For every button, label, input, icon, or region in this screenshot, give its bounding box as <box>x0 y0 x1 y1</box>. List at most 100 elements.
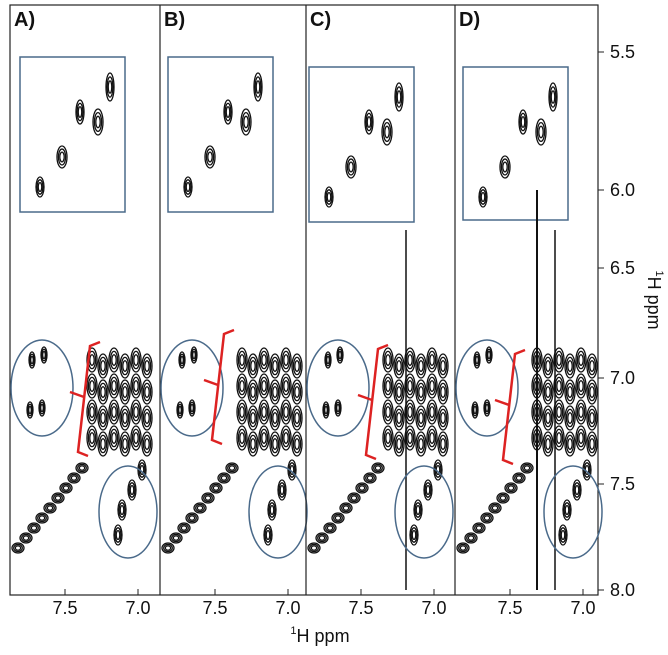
contour-peak <box>277 479 287 501</box>
contour-peak <box>75 462 89 474</box>
contour-peak <box>141 379 153 405</box>
contour-peak <box>475 525 483 531</box>
contour-peak <box>100 412 106 424</box>
contour-peak <box>120 356 130 376</box>
contour-peak <box>62 485 70 491</box>
contour-peak <box>108 425 120 451</box>
contour-peak <box>122 438 128 450</box>
contour-peak <box>283 380 289 392</box>
contour-peak <box>176 401 184 419</box>
contour-peak <box>13 543 23 553</box>
contour-peak <box>36 179 44 195</box>
contour-peak <box>204 495 212 501</box>
contour-peak <box>292 408 302 428</box>
y-tick-label: 7.5 <box>610 474 635 494</box>
contour-peak <box>294 412 300 424</box>
contour-peak <box>519 112 527 132</box>
contour-peak <box>418 386 424 398</box>
contour-peak <box>335 401 341 415</box>
contour-peak <box>261 380 267 392</box>
contour-peak <box>133 432 139 444</box>
bracket-annotation <box>69 340 101 458</box>
contour-peak <box>98 382 108 402</box>
circle-annotation <box>543 465 603 559</box>
contour-peak <box>269 405 281 431</box>
contour-peak <box>564 405 576 431</box>
contour-peak <box>556 406 562 418</box>
contour-peak <box>383 350 393 370</box>
contour-peak <box>545 412 551 424</box>
contour-peak <box>415 431 427 457</box>
contour-peak <box>440 438 446 450</box>
contour-peak <box>576 402 586 422</box>
contour-peak <box>349 493 359 503</box>
y-tick-label: 8.0 <box>610 580 635 600</box>
contour-peak <box>324 186 334 208</box>
contour-peak <box>117 499 127 521</box>
contour-peak <box>239 432 245 444</box>
contour-peak <box>272 438 278 450</box>
contour-peak <box>326 355 330 365</box>
contour-peak <box>163 543 173 553</box>
contour-peak <box>119 379 131 405</box>
box-annotation <box>19 56 126 213</box>
panel <box>454 5 603 595</box>
contour-peak <box>227 463 237 473</box>
contour-peak <box>586 405 598 431</box>
contour-peak <box>86 373 98 399</box>
contour-peak <box>474 353 480 367</box>
contour-peak <box>75 99 85 125</box>
y-tick-label: 6.5 <box>610 258 635 278</box>
circle-annotation <box>10 339 74 437</box>
contour-peak <box>258 373 270 399</box>
contour-peak <box>133 406 139 418</box>
contour-peak <box>133 354 139 366</box>
contour-peak <box>325 523 335 533</box>
contour-peak <box>586 353 598 379</box>
panel-label: B) <box>164 9 185 31</box>
contour-peak <box>553 347 565 373</box>
contour-peak <box>582 459 592 481</box>
x-tick-label: 7.0 <box>275 598 300 618</box>
contour-peak <box>46 505 54 511</box>
contour-peak <box>280 347 292 373</box>
contour-peak <box>437 353 449 379</box>
contour-peak <box>318 535 326 541</box>
x-tick-label: 7.5 <box>202 598 227 618</box>
contour-peak <box>11 542 25 554</box>
contour-peak <box>70 475 78 481</box>
contour-peak <box>142 434 152 454</box>
contour-peak <box>130 373 142 399</box>
contour-peak <box>567 412 573 424</box>
contour-peak <box>404 373 416 399</box>
contour-peak <box>119 353 131 379</box>
contour-peak <box>383 376 393 396</box>
contour-peak <box>518 109 528 135</box>
contour-peak <box>131 428 141 448</box>
contour-peak <box>258 347 270 373</box>
contour-peak <box>97 353 109 379</box>
contour-peak <box>331 512 345 524</box>
contour-peak <box>536 121 546 143</box>
contour-peak <box>553 399 565 425</box>
contour-peak <box>564 431 576 457</box>
contour-peak <box>142 356 152 376</box>
contour-peak <box>248 434 258 454</box>
contour-peak <box>315 532 329 544</box>
contour-peak <box>211 483 221 493</box>
contour-peak <box>97 431 109 457</box>
contour-peak <box>178 351 186 369</box>
contour-peak <box>247 405 259 431</box>
contour-peak <box>317 533 327 543</box>
contour-peak <box>107 80 113 94</box>
contour-peak <box>334 515 342 521</box>
contour-peak <box>27 522 41 534</box>
contour-peak <box>415 379 427 405</box>
contour-peak <box>267 499 277 521</box>
contour-peak <box>535 118 547 146</box>
contour-peak <box>254 76 262 98</box>
contour-peak <box>482 513 492 523</box>
contour-peak <box>587 382 597 402</box>
contour-peak <box>185 512 199 524</box>
contour-peak <box>97 405 109 431</box>
